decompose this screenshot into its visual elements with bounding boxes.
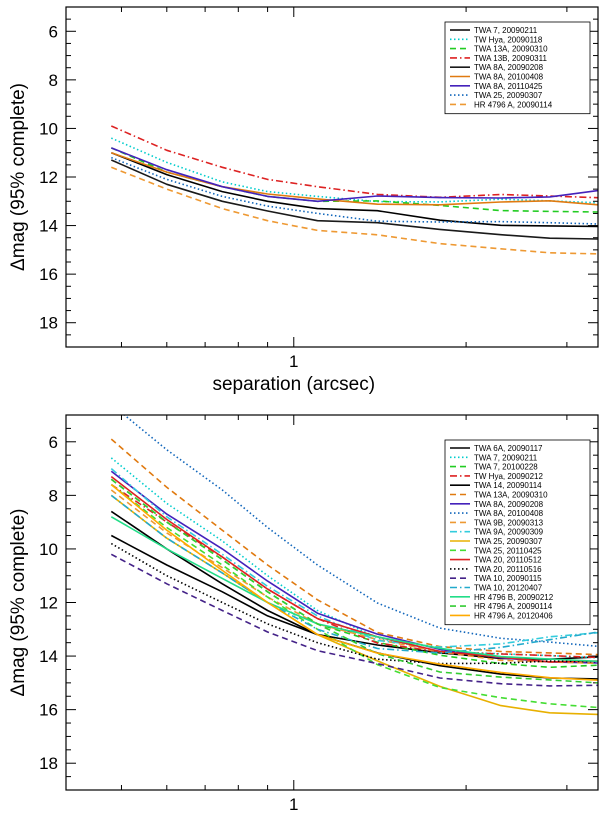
plot-frame [65,6,599,348]
legend-entry: HR 4796 A, 20090114 [474,602,553,611]
legend-entry: TWA 13B, 20090311 [474,54,547,63]
legend-entry: TWA 9B, 20090313 [474,518,544,527]
series-line-12 [110,483,598,709]
plot-frame [65,414,599,791]
series-line-15 [110,553,598,687]
legend-entry: TWA 13A, 20090310 [474,491,548,500]
series-line-4 [110,125,598,199]
series-line-19 [110,483,598,681]
y-tick-label: 8 [49,71,58,90]
series-line-17 [110,516,598,663]
legend-entry: TWA 14, 20090114 [474,481,542,490]
y-tick-label: 10 [39,119,58,138]
y-tick-label: 14 [39,217,58,236]
y-tick-label: 10 [39,540,58,559]
legend-entry: TWA 7, 20090211 [474,453,538,462]
legend-entry: TWA 10, 20090115 [474,574,542,583]
chart-panel-1: 6 8 10 12 14 16 18 1 Δmag (95% complete) separati… [8,6,599,395]
legend-entry: TWA 8A, 20090208 [474,63,544,72]
series-line-6 [110,438,598,656]
legend-entry: TWA 9A, 20090309 [474,528,544,537]
legend-entry: TWA 8A, 20100408 [474,509,544,518]
legend-entry: TWA 7, 20100228 [474,463,538,472]
legend-entry: TW Hya, 20090118 [474,35,543,44]
legend-entry: TWA 20, 20110516 [474,565,542,574]
legend-entry: TWA 6A, 20090117 [474,444,543,453]
series-line-13 [110,475,598,663]
series-group [110,125,598,255]
legend-entry: TWA 8A, 20090208 [474,500,544,509]
series-line-7 [111,147,598,203]
y-tick-label: 6 [49,22,58,41]
series-line-1 [111,151,598,228]
y-tick-label: 6 [49,433,58,452]
y-axis-title: Δmag (95% complete) [8,83,29,271]
legend-entry: TWA 20, 20110512 [474,556,542,565]
series-line-14 [110,542,598,665]
series-line-2 [110,137,598,204]
y-tick-label: 16 [39,265,58,284]
legend-entry: TWA 8A, 20110425 [474,82,543,91]
legend-entry: TW Hya, 20090212 [474,472,543,481]
series-line-8 [123,415,598,648]
x-tick-label: 1 [289,352,298,371]
series-line-8 [111,156,598,225]
x-axis-title: separation (arcsec) [212,817,375,819]
series-line-9 [111,166,598,255]
legend-entry: TWA 25, 20090307 [474,537,543,546]
series-line-6 [111,151,598,206]
legend-entry: HR 4796 A, 20120406 [474,611,553,620]
legend-entry: TWA 25, 20090307 [474,91,543,100]
series-line-18 [110,478,598,684]
legend-entry: TWA 13A, 20090310 [474,45,548,54]
legend-entry: TWA 8A, 20100408 [474,73,544,82]
y-tick-label: 18 [39,754,58,773]
y-tick-label: 14 [39,647,58,666]
legend-entry: TWA 7, 20090211 [474,26,538,35]
series-line-5 [110,159,598,240]
y-tick-label: 12 [39,168,58,187]
legend-entry: TWA 25, 20110425 [474,546,542,555]
chart-panel-2: 6 8 10 12 14 16 18 1 Δmag (95% complete) separati… [8,414,599,819]
x-tick-label: 1 [289,795,298,814]
y-tick-label: 12 [39,594,58,613]
y-tick-label: 18 [39,314,58,333]
y-tick-label: 16 [39,701,58,720]
series-group [110,415,598,716]
legend-entry: HR 4796 B, 20090212 [474,593,554,602]
series-line-2 [110,457,598,659]
y-tick-label: 8 [49,486,58,505]
legend-entry: TWA 10, 20120407 [474,584,543,593]
legend-entry: HR 4796 A, 20090114 [474,100,553,109]
x-axis-title: separation (arcsec) [212,374,375,395]
y-axis-title: Δmag (95% complete) [8,509,29,697]
